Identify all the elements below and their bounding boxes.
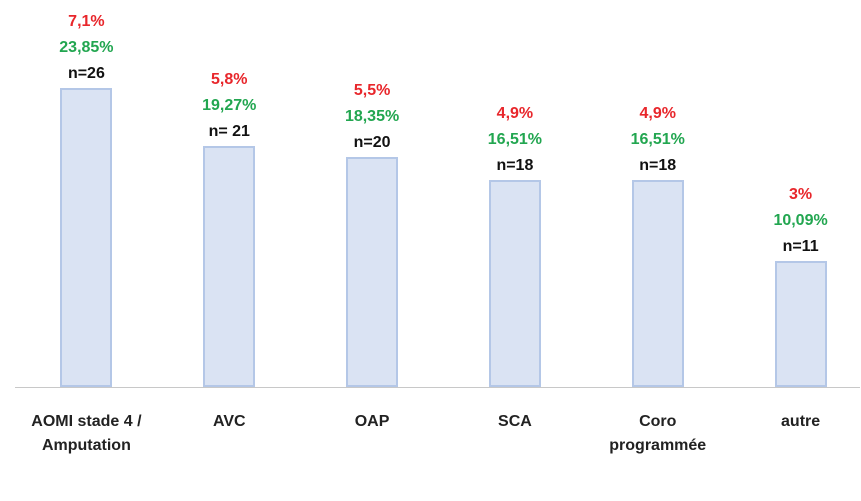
- bar: [346, 157, 399, 387]
- baseline: [15, 387, 860, 388]
- x-tick-label: AVC: [212, 413, 246, 430]
- x-tick-label: AOMI stade 4 / Amputation: [31, 413, 142, 454]
- share-label: 10,09%: [773, 211, 828, 229]
- share-label: 23,85%: [59, 39, 114, 56]
- bar: [60, 88, 113, 387]
- rate-label: 4,9%: [639, 105, 676, 122]
- share-label: 16,51%: [630, 131, 685, 148]
- rate-label: 3%: [789, 185, 813, 203]
- bar: [631, 180, 684, 387]
- bar: [203, 145, 256, 387]
- x-tick-label: Coro programmée: [609, 413, 707, 454]
- value-label: n=20: [353, 134, 391, 151]
- share-label: 18,35%: [344, 108, 400, 125]
- rate-label: 5,5%: [353, 82, 391, 99]
- rate-label: 5,8%: [211, 70, 248, 88]
- rate-label: 4,9%: [496, 105, 534, 122]
- share-label: 16,51%: [487, 131, 543, 148]
- value-label: n=18: [496, 157, 534, 174]
- value-label: n=26: [67, 65, 105, 82]
- x-tick-label: OAP: [354, 413, 390, 430]
- bar: [774, 260, 827, 387]
- x-tick-label: autre: [781, 413, 821, 430]
- value-label: n= 21: [208, 122, 250, 140]
- value-label: n=11: [782, 237, 819, 255]
- rate-label: 7,1%: [68, 13, 105, 30]
- bar: [488, 180, 541, 387]
- value-label: n=18: [639, 157, 677, 174]
- x-tick-label: SCA: [498, 413, 532, 430]
- share-label: 19,27%: [202, 96, 257, 114]
